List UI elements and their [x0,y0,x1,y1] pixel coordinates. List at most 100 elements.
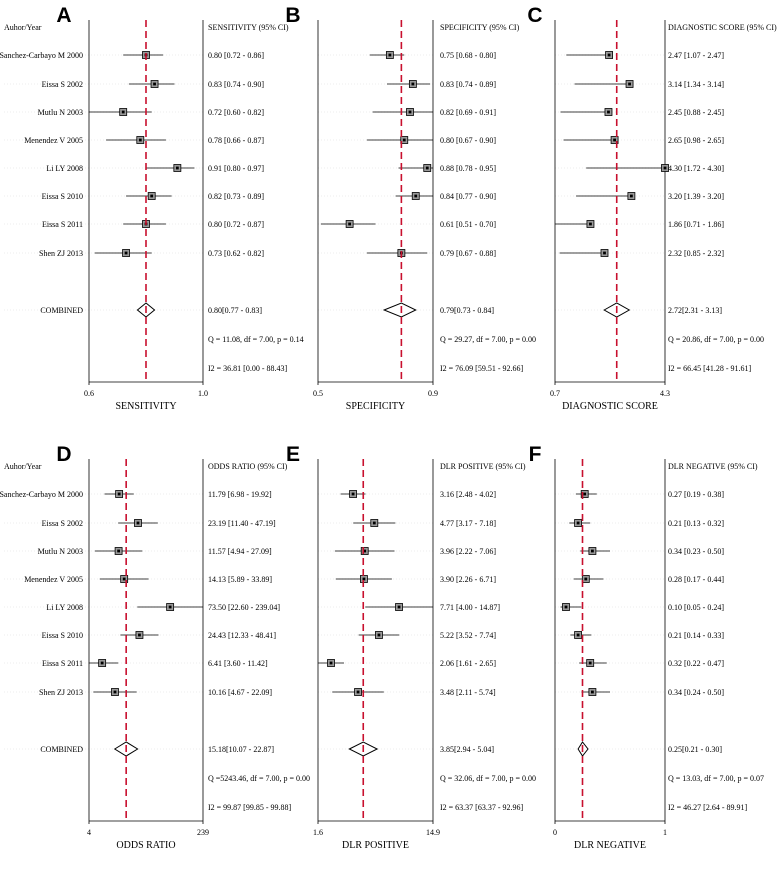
study-ci-value: 3.20 [1.39 - 3.20] [668,192,724,201]
study-row-sanchez-carbayo-m-2000: 0.27 [0.19 - 0.38] [575,490,724,499]
point-estimate-center [589,222,592,226]
combined-row: 3.85[2.94 - 5.04] [348,741,494,757]
study-ci-value: 11.57 [4.94 - 27.09] [208,547,272,556]
study-row-eissa-s-2010: Eissa S 2010 0.82 [0.73 - 0.89] [42,192,265,201]
point-estimate-center [411,82,415,86]
point-estimate-center [153,82,156,86]
combined-ci-value: 2.72[2.31 - 3.13] [668,306,722,315]
study-ci-value: 0.75 [0.68 - 0.80] [440,51,496,60]
study-ci-value: 0.79 [0.67 - 0.88] [440,249,496,258]
x-axis-label: SENSITIVITY [115,401,176,412]
point-estimate-center [362,577,366,581]
study-row-menendez-v-2005: 2.65 [0.98 - 2.65] [563,136,724,145]
study-ci-value: 0.34 [0.23 - 0.50] [668,547,724,556]
point-estimate-center [121,110,125,114]
study-ci-value: 0.34 [0.24 - 0.50] [668,688,724,697]
author-year-header: Auhor/Year [4,462,42,471]
author-year-header: Auhor/Year [4,23,42,32]
point-estimate-center [138,633,141,637]
study-row-shen-zj-2013: 0.79 [0.67 - 0.88] [366,249,496,258]
combined-ci-value: 0.80[0.77 - 0.83] [208,306,262,315]
study-ci-value: 11.79 [6.98 - 19.92] [208,490,272,499]
study-name: Menendez V 2005 [24,575,83,584]
heterogeneity-q: Q = 29.27, df = 7.00, p = 0.00 [440,335,536,344]
panel-letter-b: B [285,4,300,27]
study-row-sanchez-carbayo-m-2000: Sanchez-Carbayo M 2000 0.80 [0.72 - 0.86] [0,51,264,60]
combined-ci-value: 15.18[10.07 - 22.87] [208,745,274,754]
study-row-sanchez-carbayo-m-2000: 0.75 [0.68 - 0.80] [369,51,496,60]
x-tick-label: 14.9 [426,828,440,837]
point-estimate-center [425,166,429,170]
study-ci-value: 3.14 [1.34 - 3.14] [668,80,724,89]
heterogeneity-i2: I2 = 63.37 [63.37 - 92.96] [440,803,524,812]
study-ci-value: 10.16 [4.67 - 22.09] [208,688,272,697]
heterogeneity-i2: I2 = 76.09 [59.51 - 92.66] [440,364,524,373]
study-name: Li LY 2008 [46,164,83,173]
heterogeneity-i2: I2 = 46.27 [2.64 - 89.91] [668,803,748,812]
study-ci-value: 0.21 [0.13 - 0.32] [668,519,724,528]
study-ci-value: 0.27 [0.19 - 0.38] [668,490,724,499]
point-estimate-center [348,222,352,226]
study-row-li-ly-2008: 4.30 [1.72 - 4.30] [586,164,724,173]
x-tick-label: 0.5 [313,389,323,398]
study-row-eissa-s-2011: 2.06 [1.61 - 2.65] [318,659,496,668]
study-ci-value: 0.83 [0.74 - 0.90] [208,80,264,89]
heterogeneity-i2: I2 = 36.81 [0.00 - 88.43] [208,364,288,373]
study-ci-value: 2.45 [0.88 - 2.45] [668,108,724,117]
column-header: DLR NEGATIVE (95% CI) [668,462,758,471]
point-estimate-center [168,605,172,609]
study-row-eissa-s-2011: Eissa S 2011 6.41 [3.60 - 11.42] [42,659,268,668]
study-ci-value: 0.80 [0.72 - 0.87] [208,220,264,229]
study-name: Eissa S 2011 [42,659,83,668]
study-name: Li LY 2008 [46,603,83,612]
study-name: Menendez V 2005 [24,136,83,145]
combined-row: 0.79[0.73 - 0.84] [382,302,494,318]
study-row-mutlu-n-2003: 0.34 [0.23 - 0.50] [580,547,724,556]
point-estimate-center [607,110,610,114]
study-ci-value: 3.48 [2.11 - 5.74] [440,688,496,697]
point-estimate-center [388,53,392,57]
study-row-eissa-s-2010: 0.21 [0.14 - 0.33] [570,631,724,640]
panel-letter-c: C [527,4,542,27]
panel-letter-d: D [56,443,71,466]
point-estimate-center [363,549,367,553]
study-row-eissa-s-2002: 4.77 [3.17 - 7.18] [353,519,496,528]
study-ci-value: 2.47 [1.07 - 2.47] [668,51,724,60]
heterogeneity-q: Q = 20.86, df = 7.00, p = 0.00 [668,335,764,344]
point-estimate-center [591,549,594,553]
combined-ci-value: 0.79[0.73 - 0.84] [440,306,494,315]
study-name: Sanchez-Carbayo M 2000 [0,51,83,60]
study-ci-value: 0.61 [0.51 - 0.70] [440,220,496,229]
panel-letter-f: F [529,443,542,466]
point-estimate-center [113,690,117,694]
point-estimate-center [591,690,594,694]
study-row-shen-zj-2013: Shen ZJ 2013 10.16 [4.67 - 22.09] [39,688,272,697]
study-row-li-ly-2008: 0.88 [0.78 - 0.95] [398,164,496,173]
study-row-menendez-v-2005: Menendez V 2005 0.78 [0.66 - 0.87] [24,136,264,145]
study-row-eissa-s-2011: 0.32 [0.22 - 0.47] [579,659,724,668]
study-row-eissa-s-2002: Eissa S 2002 0.83 [0.74 - 0.90] [42,80,265,89]
column-header: DLR POSITIVE (95% CI) [440,462,526,471]
column-header: SENSITIVITY (95% CI) [208,23,289,32]
study-row-sanchez-carbayo-m-2000: 2.47 [1.07 - 2.47] [566,51,724,60]
x-tick-label: 0.7 [550,389,560,398]
study-ci-value: 0.80 [0.67 - 0.90] [440,136,496,145]
forest-panel-odds-ratio: D Auhor/Year ODDS RATIO (95% CI) Sanchez-Ca… [0,443,310,851]
point-estimate-center [576,521,580,525]
study-row-mutlu-n-2003: Mutlu N 2003 0.72 [0.60 - 0.82] [38,108,265,117]
point-estimate-center [408,110,412,114]
study-ci-value: 0.72 [0.60 - 0.82] [208,108,264,117]
study-ci-value: 0.84 [0.77 - 0.90] [440,192,496,201]
study-ci-value: 0.78 [0.66 - 0.87] [208,136,264,145]
study-ci-value: 4.77 [3.17 - 7.18] [440,519,496,528]
study-ci-value: 0.10 [0.05 - 0.24] [668,603,724,612]
column-header: DIAGNOSTIC SCORE (95% CI) [668,23,777,32]
point-estimate-center [613,138,616,142]
point-estimate-center [372,521,376,525]
study-row-sanchez-carbayo-m-2000: Sanchez-Carbayo M 2000 11.79 [6.98 - 19.9… [0,490,272,499]
study-ci-value: 0.32 [0.22 - 0.47] [668,659,724,668]
study-row-mutlu-n-2003: 0.82 [0.69 - 0.91] [372,108,496,117]
point-estimate-center [124,251,128,255]
panel-letter-e: E [286,443,300,466]
